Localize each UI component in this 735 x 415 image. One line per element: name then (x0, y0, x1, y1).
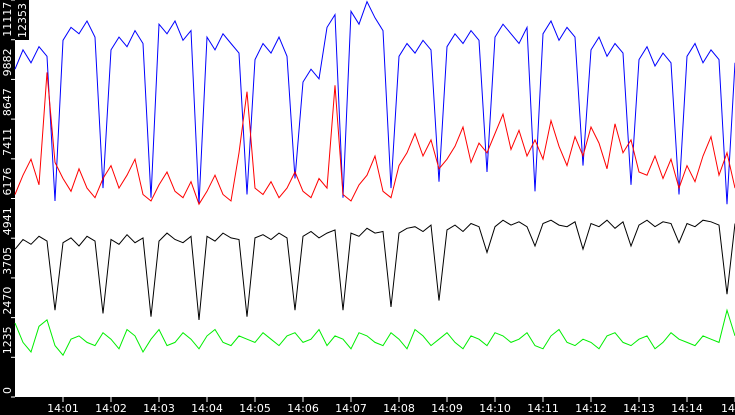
x-tick-label: 14:07 (335, 402, 367, 415)
y-tick-label: 6176 (1, 168, 14, 196)
x-tick-label: 14 (721, 402, 735, 415)
series-line-2 (14, 219, 735, 320)
y-tick-label: 11117 (1, 2, 14, 37)
y-tick-label: 1235 (1, 326, 14, 354)
y-tick-label: 9882 (1, 48, 14, 76)
y-tick-label: 8647 (1, 88, 14, 116)
x-tick-label: 14:04 (191, 402, 223, 415)
y-tick-label: 3705 (1, 247, 14, 275)
x-tick-label: 14:09 (431, 402, 463, 415)
x-tick-label: 14:02 (95, 402, 127, 415)
x-tick-label: 14:03 (143, 402, 175, 415)
x-tick-label: 14:08 (383, 402, 415, 415)
y-tick-label: 7411 (1, 128, 14, 156)
plot-area (15, 0, 735, 397)
x-tick-label: 14:01 (47, 402, 79, 415)
x-tick-label: 14:13 (623, 402, 655, 415)
y-tick-label: 2470 (1, 287, 14, 315)
y-tick-label: 4941 (1, 207, 14, 235)
series-layer (14, 0, 735, 357)
x-tick-label: 14:06 (287, 402, 319, 415)
x-tick-label: 14:10 (479, 402, 511, 415)
x-tick-label: 14:11 (527, 402, 559, 415)
series-line-0 (14, 0, 735, 205)
y-top-label-backing (15, 0, 29, 40)
y-tick-label: 0 (1, 387, 14, 394)
y-tick-label: 12353 (16, 3, 29, 38)
x-tick-label: 14:12 (575, 402, 607, 415)
series-line-1 (14, 72, 735, 206)
series-line-3 (14, 308, 735, 357)
x-tick-label: 14:14 (671, 402, 703, 415)
x-tick-label: 14:05 (239, 402, 271, 415)
